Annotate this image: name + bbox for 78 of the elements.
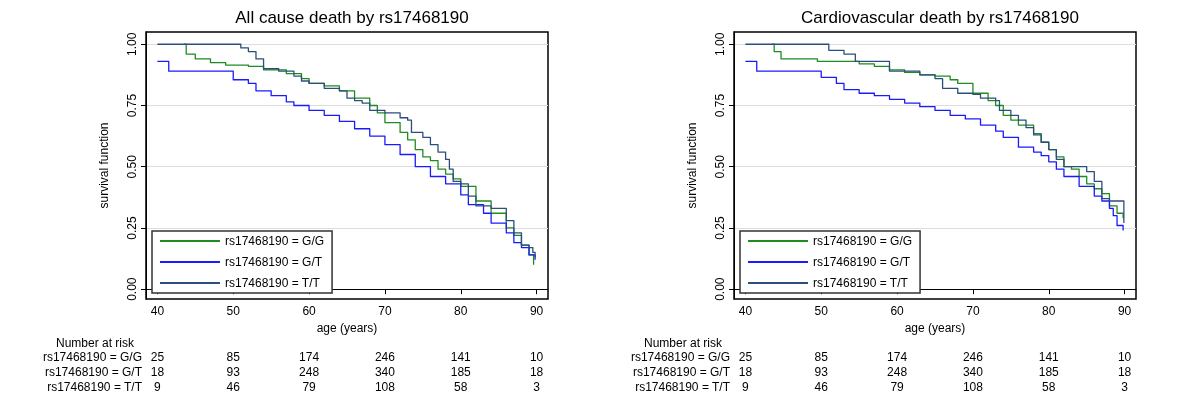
text: rs17468190 = G/T [632,365,731,379]
text: 58 [1042,380,1056,394]
text: 141 [1038,350,1060,364]
text: rs17468190 = T/T [47,380,143,394]
x-tick-label: 80 [1042,304,1056,318]
text: 93 [814,365,829,379]
chart-title: All cause death by rs17468190 [235,8,469,27]
text: 58 [454,380,468,394]
x-tick-label: 70 [966,304,980,318]
text: 25 [150,350,165,364]
x-axis-title: age (years) [904,320,966,335]
text: 9 [154,380,162,394]
text: 10 [1117,350,1132,364]
text: 141 [450,350,472,364]
y-tick-label: 0.75 [713,93,727,118]
text: 174 [299,350,320,364]
text: 25 [738,350,753,364]
legend-label: rs17468190 = G/T [813,255,911,269]
text: 18 [150,365,165,379]
text: 3 [533,380,541,394]
legend-label: rs17468190 = G/T [225,255,323,269]
text: rs17468190 = G/T [44,365,143,379]
text: rs17468190 = T/T [635,380,731,394]
legend-label: rs17468190 = T/T [813,276,909,290]
x-tick-label: 60 [890,304,905,318]
y-tick-label: 0.25 [713,215,727,240]
text: 248 [299,365,320,379]
y-tick-label: 0.50 [713,154,727,179]
text: 79 [302,380,317,394]
text: 248 [887,365,908,379]
y-tick-label: 1.00 [713,32,727,56]
text: 9 [742,380,750,394]
x-tick-label: 40 [738,304,753,318]
y-axis-title: survival function [97,122,111,209]
legend-label: rs17468190 = G/G [225,234,325,248]
text: 93 [226,365,241,379]
text: 174 [887,350,908,364]
text: 85 [226,350,241,364]
y-tick-label: 0.75 [125,93,139,118]
legend-label: rs17468190 = T/T [225,276,321,290]
text: 18 [738,365,753,379]
text: 108 [962,380,984,394]
text: 246 [962,350,984,364]
text: 18 [529,365,544,379]
text: 18 [1117,365,1132,379]
y-axis-title: survival function [685,122,699,209]
text: 185 [450,365,472,379]
x-tick-label: 60 [302,304,317,318]
y-tick-label: 1.00 [125,32,139,56]
y-tick-label: 0.00 [713,277,727,301]
legend-label: rs17468190 = G/G [813,234,913,248]
y-tick-label: 0.00 [125,277,139,301]
text: 85 [814,350,829,364]
text: 340 [962,365,984,379]
x-tick-label: 40 [150,304,165,318]
y-tick-label: 0.25 [125,215,139,240]
text: rs17468190 = G/G [630,350,730,364]
chart-title: Cardiovascular death by rs17468190 [801,8,1079,27]
text: 46 [814,380,829,394]
x-tick-label: 50 [814,304,829,318]
text: Number at risk [643,336,723,350]
x-tick-label: 90 [529,304,544,318]
text: 10 [529,350,544,364]
text: Number at risk [55,336,135,350]
text: 79 [890,380,905,394]
x-tick-label: 70 [378,304,392,318]
text: 246 [374,350,396,364]
text: 46 [226,380,241,394]
text: rs17468190 = G/G [42,350,142,364]
x-tick-label: 80 [454,304,468,318]
x-axis-title: age (years) [316,320,378,335]
x-tick-label: 90 [1117,304,1132,318]
text: 108 [374,380,396,394]
text: 185 [1038,365,1060,379]
y-tick-label: 0.50 [125,154,139,179]
text: 340 [374,365,396,379]
text: 3 [1121,380,1129,394]
x-tick-label: 50 [226,304,241,318]
